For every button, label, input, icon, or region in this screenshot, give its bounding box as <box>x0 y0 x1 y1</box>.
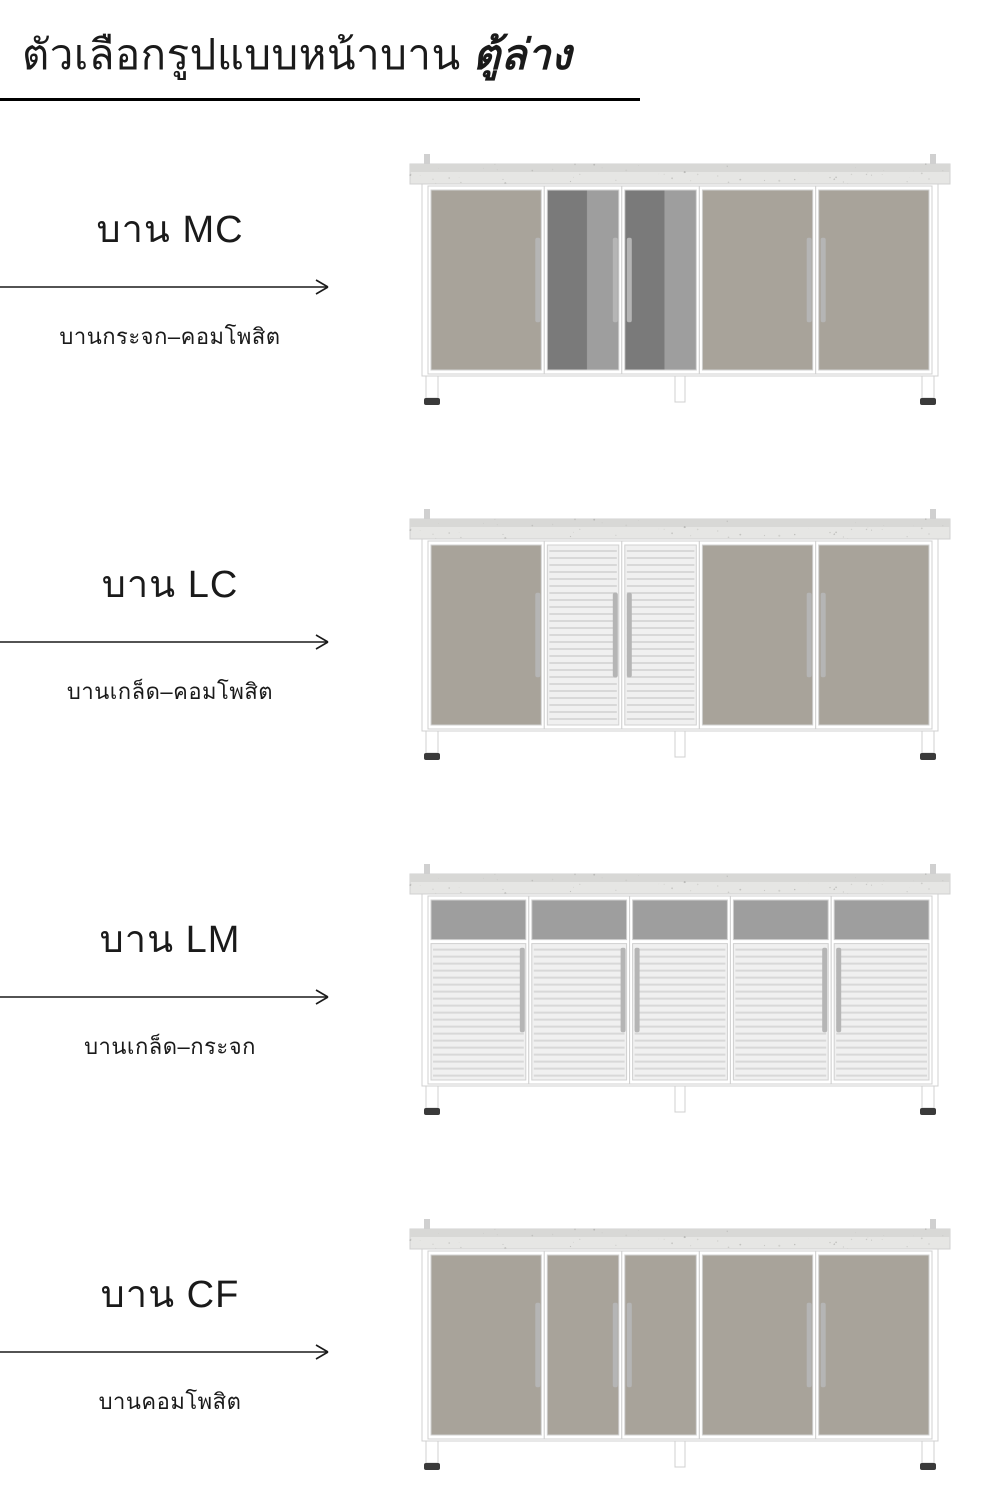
title-main: ตัวเลือกรูปแบบหน้าบาน <box>22 31 473 78</box>
cabinet-illustration <box>400 501 960 761</box>
option-illustration-column <box>360 856 1000 1116</box>
option-title: บาน LC <box>0 553 360 614</box>
option-label-column: บาน LM บานเกล็ด–กระจก <box>0 856 360 1116</box>
option-subtitle: บานเกล็ด–คอมโพสิต <box>0 674 360 709</box>
option-label-column: บาน MC บานกระจก–คอมโพสิต <box>0 146 360 406</box>
option-title: บาน LM <box>0 908 360 969</box>
title-underline <box>0 98 640 101</box>
cabinet-illustration <box>400 856 960 1116</box>
option-title: บาน CF <box>0 1263 360 1324</box>
option-row: บาน CF บานคอมโพสิต <box>0 1211 1000 1471</box>
options-list: บาน MC บานกระจก–คอมโพสิต <box>0 146 1000 1471</box>
option-row: บาน LC บานเกล็ด–คอมโพสิต <box>0 501 1000 761</box>
arrow-icon <box>0 1342 340 1362</box>
option-row: บาน LM บานเกล็ด–กระจก <box>0 856 1000 1116</box>
option-row: บาน MC บานกระจก–คอมโพสิต <box>0 146 1000 406</box>
title-emphasis: ตู้ล่าง <box>473 31 572 78</box>
option-illustration-column <box>360 1211 1000 1471</box>
option-subtitle: บานกระจก–คอมโพสิต <box>0 319 360 354</box>
option-label-column: บาน LC บานเกล็ด–คอมโพสิต <box>0 501 360 761</box>
option-label-column: บาน CF บานคอมโพสิต <box>0 1211 360 1471</box>
arrow-icon <box>0 632 340 652</box>
option-subtitle: บานเกล็ด–กระจก <box>0 1029 360 1064</box>
option-title: บาน MC <box>0 198 360 259</box>
page-title: ตัวเลือกรูปแบบหน้าบาน ตู้ล่าง <box>0 0 1000 98</box>
cabinet-illustration <box>400 146 960 406</box>
option-illustration-column <box>360 501 1000 761</box>
option-illustration-column <box>360 146 1000 406</box>
arrow-icon <box>0 277 340 297</box>
option-subtitle: บานคอมโพสิต <box>0 1384 360 1419</box>
arrow-icon <box>0 987 340 1007</box>
cabinet-illustration <box>400 1211 960 1471</box>
